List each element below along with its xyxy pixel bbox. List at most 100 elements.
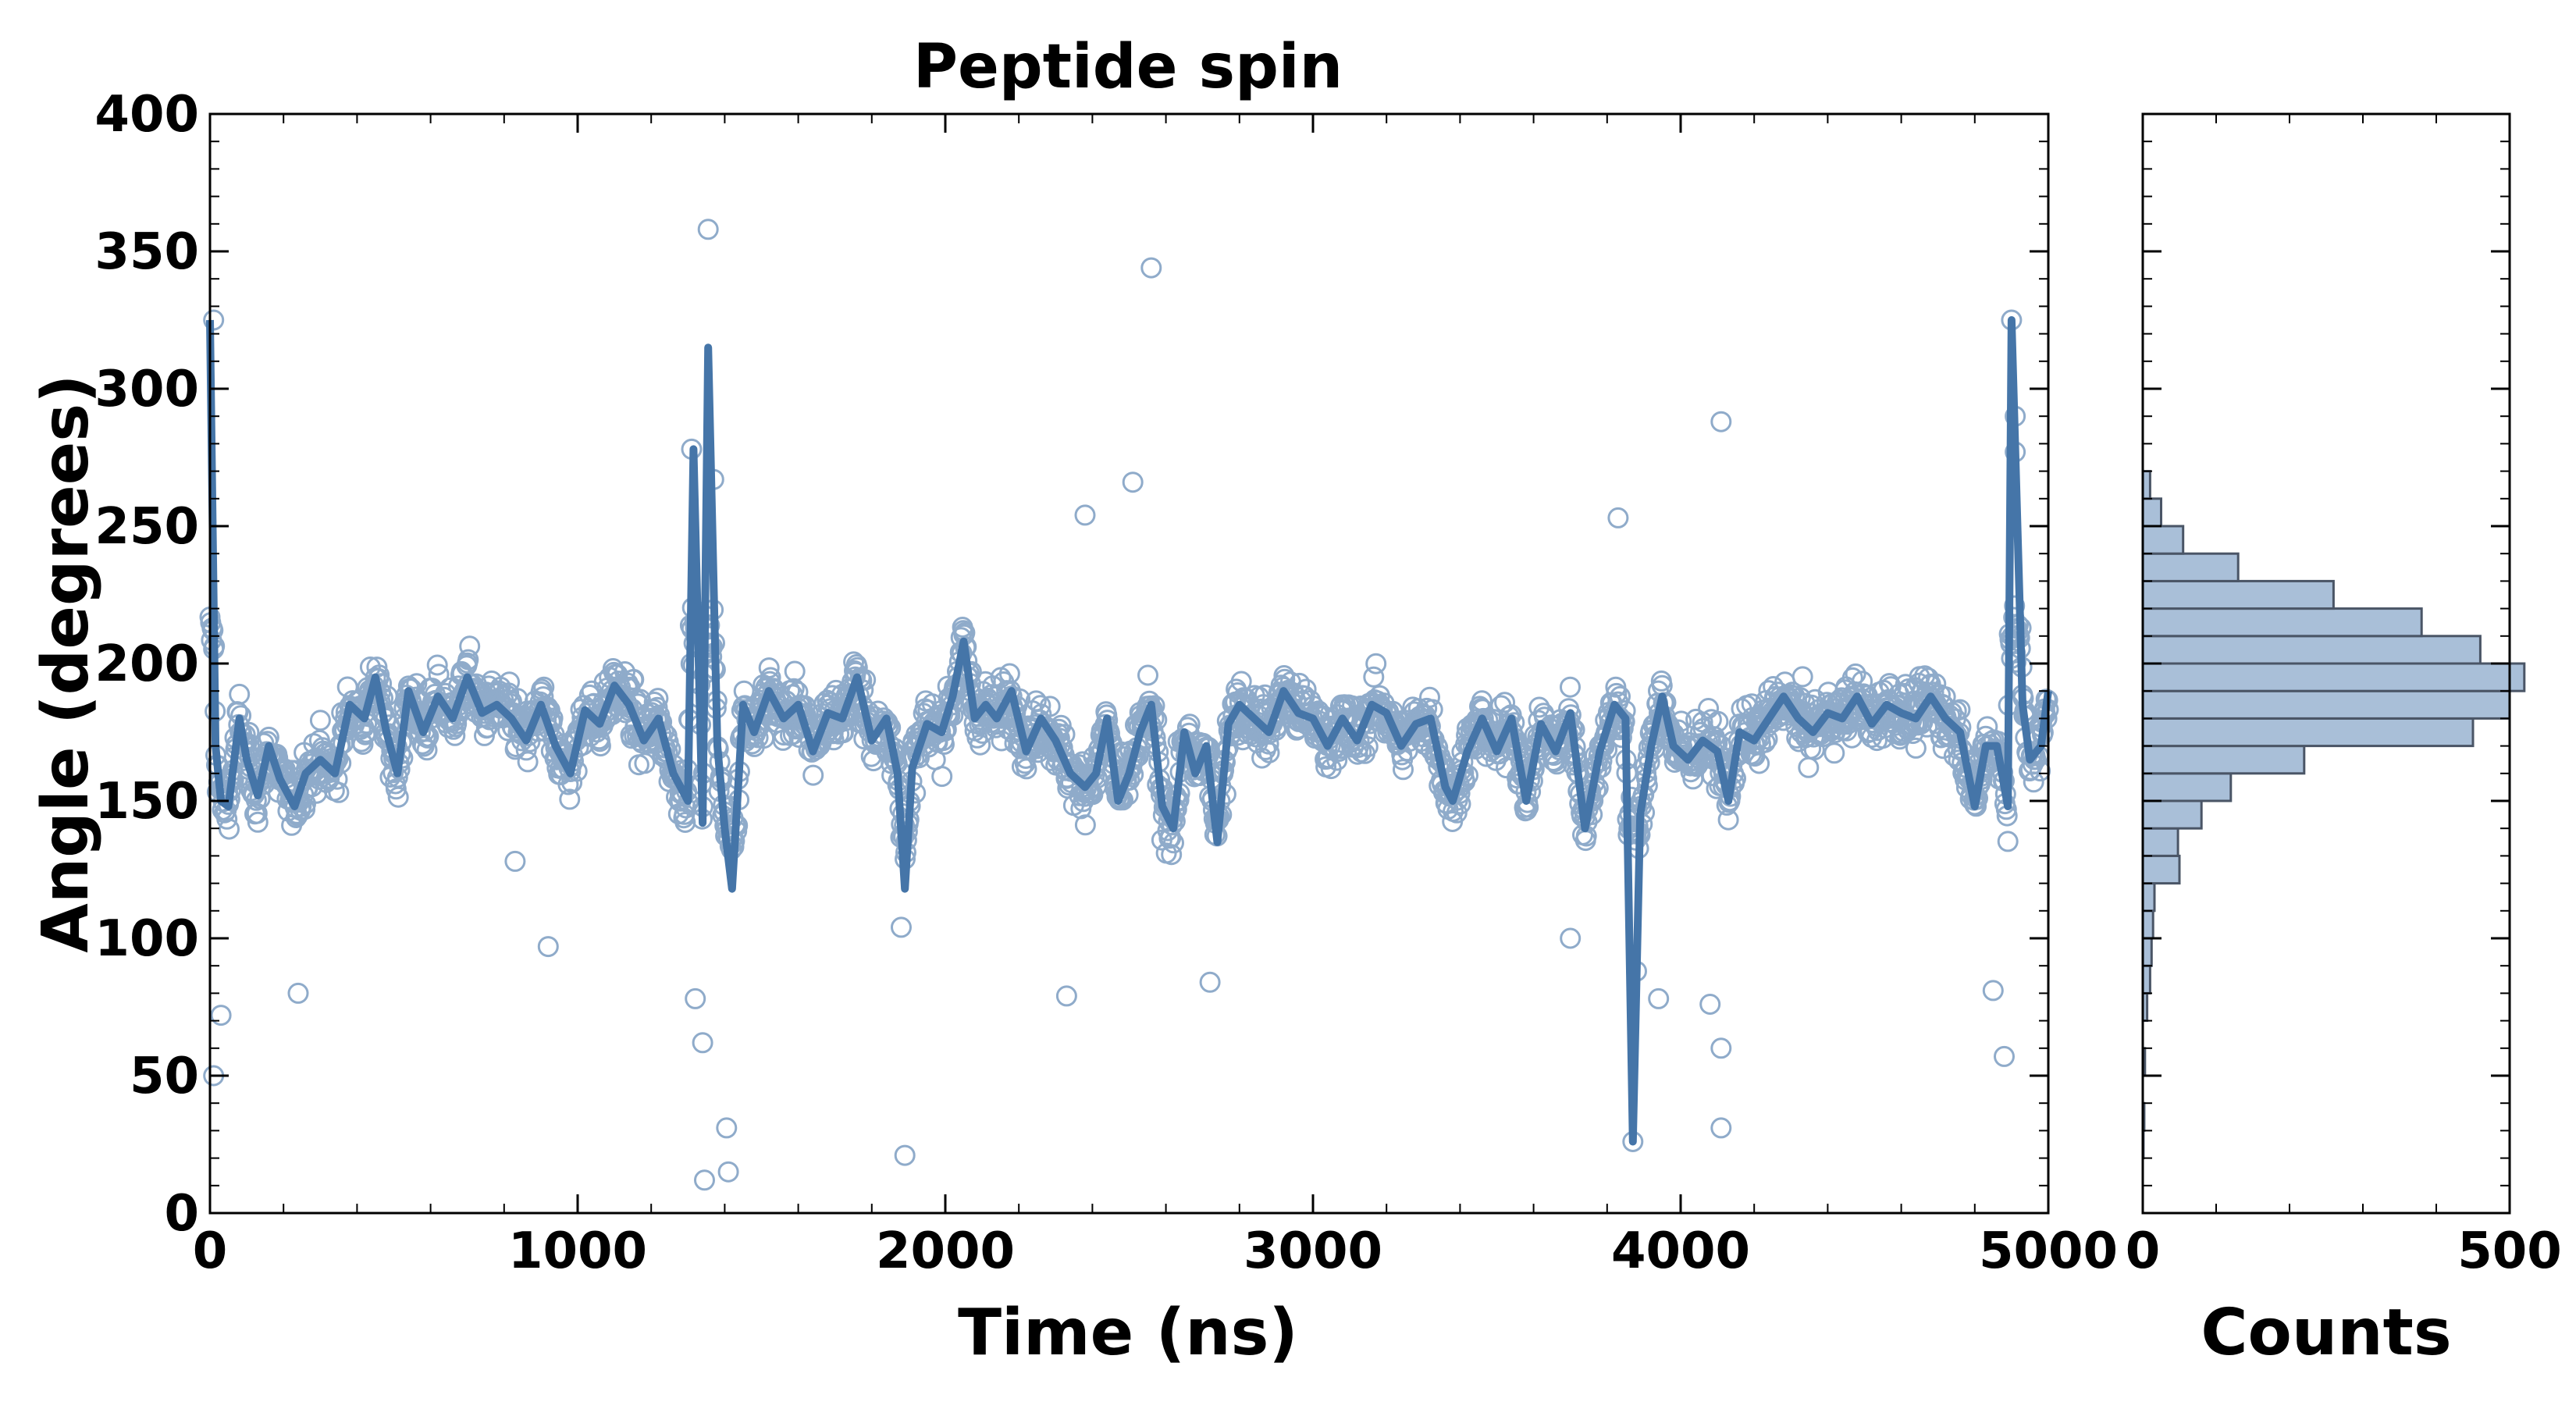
histogram-bar xyxy=(2141,689,2511,720)
scatter-point-outlier xyxy=(504,850,526,872)
scatter-point xyxy=(444,724,466,746)
scatter-point xyxy=(1670,710,1692,732)
scatter-point xyxy=(1798,756,1820,778)
y-tick-label: 350 xyxy=(94,223,199,281)
scatter-point xyxy=(1845,663,1866,685)
histogram-bar xyxy=(2141,497,2162,528)
scatter-point-outlier xyxy=(1710,411,1732,432)
chart-title: Peptide spin xyxy=(913,32,1343,102)
scatter-point xyxy=(517,751,539,773)
scatter-point xyxy=(1836,720,1858,742)
scatter-point xyxy=(219,818,240,840)
main-plot-area: 0 1000 2000 3000 4000 5000 0 50 100 150 200 250 300 3… xyxy=(94,86,2118,1280)
scatter-point xyxy=(1528,696,1550,718)
hist-x-tick-label: 500 xyxy=(2457,1222,2562,1280)
histogram-bar xyxy=(2141,827,2179,857)
scatter-point-outlier xyxy=(716,1117,738,1139)
histogram-bar xyxy=(2141,937,2153,967)
scatter-point xyxy=(802,764,824,786)
scatter-point xyxy=(309,710,331,731)
scatter-point xyxy=(1916,716,1937,738)
histogram-bar xyxy=(2141,799,2203,830)
scatter-point-outlier xyxy=(1994,1045,2015,1067)
scatter-point-outlier xyxy=(1982,980,2004,1002)
scatter-point-outlier xyxy=(1199,971,1221,993)
scatter-point xyxy=(617,672,639,694)
x-tick-label: 1000 xyxy=(508,1222,647,1280)
scatter-point xyxy=(352,734,374,755)
scatter-point-outlier xyxy=(694,1169,715,1191)
scatter-point xyxy=(1137,664,1158,686)
scatter-point xyxy=(905,782,927,804)
scatter-point-outlier xyxy=(1699,994,1721,1015)
scatter-point-outlier xyxy=(692,1032,713,1054)
scatter-point-outlier xyxy=(1560,927,1582,949)
scatter-point xyxy=(589,735,611,757)
scatter-point xyxy=(1605,676,1627,698)
y-tick-label: 250 xyxy=(94,498,199,556)
histogram-bar xyxy=(2141,745,2306,775)
y-tick-label: 150 xyxy=(94,773,199,831)
scatter-point-outlier xyxy=(1710,1037,1732,1059)
y-tick-label: 200 xyxy=(94,635,199,693)
scatter-point-outlier xyxy=(685,987,706,1009)
histogram-bars xyxy=(2141,470,2526,1160)
scatter-point xyxy=(931,766,953,788)
scatter-point xyxy=(247,811,269,833)
histogram-bar xyxy=(2141,635,2482,665)
histogram-plot-area: 0 500 xyxy=(2126,112,2562,1280)
scatter-point xyxy=(387,786,409,808)
histogram-bar xyxy=(2141,607,2423,638)
histogram-bar xyxy=(2141,662,2526,692)
scatter-point xyxy=(1560,676,1581,698)
scatter-point xyxy=(1050,714,1072,736)
main-axis-ticks: 0 1000 2000 3000 4000 5000 0 50 100 150 200 250 300 3… xyxy=(94,86,2118,1280)
scatter-point xyxy=(426,654,448,676)
scatter-point xyxy=(2030,760,2051,782)
scatter-point-outlier xyxy=(1055,985,1077,1007)
running-average-path xyxy=(206,316,2052,1146)
histogram-bar xyxy=(2141,525,2185,555)
scatter-point xyxy=(1363,666,1385,688)
scatter-point xyxy=(1039,696,1061,717)
scatter-point-outlier xyxy=(210,1005,232,1027)
scatter-point xyxy=(416,739,438,761)
x-tick-label: 5000 xyxy=(1979,1222,2118,1280)
scatter-point xyxy=(459,635,481,657)
scatter-point xyxy=(784,660,806,682)
scatter-point xyxy=(1074,814,1096,836)
scatter-point xyxy=(2023,771,2044,793)
scatter-point-outlier xyxy=(717,1161,739,1183)
scatter-point xyxy=(385,778,407,800)
scatter-point xyxy=(1823,742,1845,764)
histogram-axis-ticks: 0 500 xyxy=(2126,112,2562,1280)
histogram-bar xyxy=(2141,882,2156,913)
scatter-point-outlier xyxy=(1607,507,1629,528)
scatter-point-outlier xyxy=(1710,1117,1732,1139)
scatter-point xyxy=(457,649,479,671)
hist-x-tick-label: 0 xyxy=(2126,1222,2161,1280)
x-tick-label: 2000 xyxy=(876,1222,1015,1280)
x-tick-label: 3000 xyxy=(1244,1222,1382,1280)
scatter-point xyxy=(1163,832,1184,854)
scatter-point xyxy=(1905,737,1927,759)
scatter-point-outlier xyxy=(287,982,309,1004)
histogram-bar xyxy=(2141,579,2335,610)
scatter-point xyxy=(1494,692,1516,713)
x-tick-label: 4000 xyxy=(1611,1222,1750,1280)
scatter-point xyxy=(1161,844,1183,866)
histogram-bar xyxy=(2141,909,2154,940)
scatter-point xyxy=(1707,710,1729,732)
scatter-point xyxy=(1326,749,1348,771)
scatter-point xyxy=(1357,736,1379,758)
scatter-point-outlier xyxy=(1074,504,1096,526)
scatter-point-outlier xyxy=(537,936,559,958)
x-tick-label: 0 xyxy=(193,1222,228,1280)
scatter-point xyxy=(998,663,1020,685)
scatter-point xyxy=(1949,699,1971,721)
scatter-point xyxy=(634,753,656,774)
scatter-point xyxy=(559,788,581,810)
scatter-point xyxy=(1365,653,1387,674)
scatter-point xyxy=(428,664,450,685)
